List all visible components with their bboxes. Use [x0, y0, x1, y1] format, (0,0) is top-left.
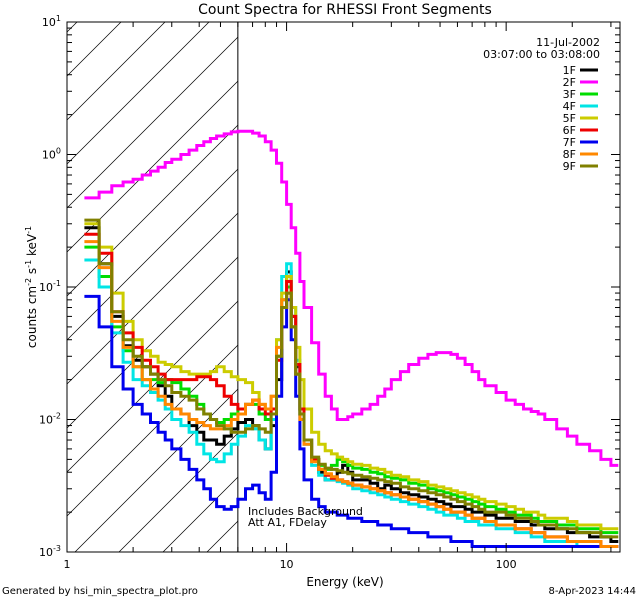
hatch-line-7	[67, 168, 238, 341]
observation-time-range: 03:07:00 to 03:08:00	[483, 48, 600, 61]
background-annotation: Includes Background	[248, 505, 363, 518]
y-tick-label: 10-1	[39, 279, 61, 294]
legend-label-4f: 4F	[563, 100, 576, 113]
y-tick-label: 100	[42, 147, 61, 162]
x-tick-label: 10	[280, 558, 294, 571]
hatch-line-13	[118, 432, 238, 552]
legend-label-8f: 8F	[563, 148, 576, 161]
observation-date: 11-Jul-2002	[536, 36, 600, 49]
y-tick-label: 10-3	[39, 544, 61, 559]
series-8f	[84, 240, 619, 548]
legend-label-6f: 6F	[563, 124, 576, 137]
hatch-line-11	[67, 344, 238, 517]
series-4f	[84, 258, 619, 548]
hatch-line-9	[67, 256, 238, 429]
hatch-line-5	[67, 80, 238, 253]
hatch-line-10	[67, 300, 238, 473]
series-9f	[84, 218, 619, 539]
legend-label-9f: 9F	[563, 160, 576, 173]
legend-label-7f: 7F	[563, 136, 576, 149]
y-tick-label: 10-2	[39, 412, 61, 427]
hatch-line-4	[67, 36, 238, 209]
hatch-line-2	[67, 22, 166, 121]
legend-label-3f: 3F	[563, 88, 576, 101]
hatch-line-16	[251, 22, 640, 552]
x-tick-label: 1	[64, 558, 71, 571]
hatch-line-12	[74, 388, 238, 552]
x-tick-label: 100	[496, 558, 517, 571]
series-5f	[84, 222, 619, 531]
legend-label-5f: 5F	[563, 112, 576, 125]
axis-ticks: 1 10 100 10-3 10-2 10-1 100 101	[39, 14, 620, 571]
x-axis-label: Energy (keV)	[306, 575, 383, 589]
legend-label-1f: 1F	[563, 64, 576, 77]
footer-timestamp: 8-Apr-2023 14:44	[549, 586, 636, 597]
chart-title: Count Spectra for RHESSI Front Segments	[198, 2, 492, 18]
hatch-line-8	[67, 212, 238, 385]
footer-generated-by: Generated by hsi_min_spectra_plot.pro	[2, 586, 198, 597]
hatch-line-3	[67, 22, 210, 165]
attenuator-hatch-region	[67, 22, 640, 552]
y-axis-label: counts cm-2 s-1 keV-1	[24, 226, 39, 348]
series-2f	[84, 129, 619, 467]
y-tick-label: 101	[42, 14, 61, 29]
legend-label-2f: 2F	[563, 76, 576, 89]
attenuator-annotation: Att A1, FDelay	[248, 516, 327, 529]
series-group	[84, 129, 619, 548]
